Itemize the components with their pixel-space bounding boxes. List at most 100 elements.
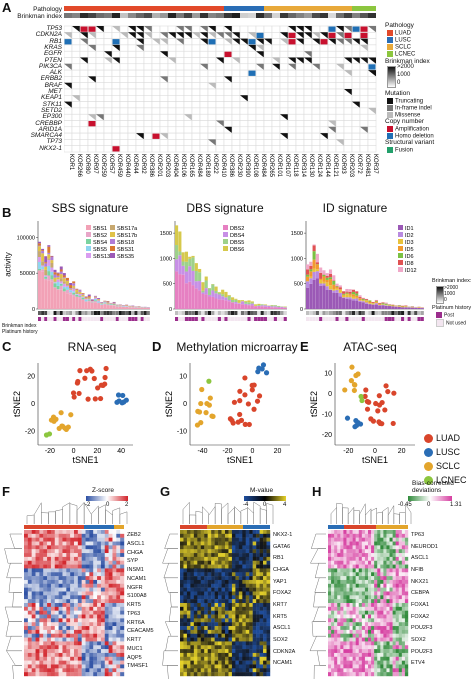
heatmap-cell xyxy=(116,549,121,554)
heatmap-cell xyxy=(358,564,363,569)
stack-segment xyxy=(312,259,316,269)
heatmap-cell xyxy=(392,599,396,604)
platinum-annot xyxy=(387,317,392,321)
oncoprint-cell xyxy=(247,25,257,33)
heatmap-cell xyxy=(58,660,63,665)
brinkman-annot xyxy=(97,311,101,315)
stack-segment xyxy=(335,287,339,289)
heatmap-cell xyxy=(97,583,102,588)
sample-label: KOR107 xyxy=(284,154,290,178)
heatmap-cell xyxy=(186,537,191,542)
oncoprint-cell xyxy=(311,120,321,128)
heatmap-cell xyxy=(231,614,236,619)
heatmap-cell xyxy=(221,545,226,550)
oncoprint-cell xyxy=(271,139,281,146)
stack-segment xyxy=(374,303,378,305)
heatmap-cell xyxy=(252,649,257,654)
heatmap-cell xyxy=(374,610,378,615)
oncoprint-cell xyxy=(215,107,225,115)
tsne-point xyxy=(385,388,391,395)
heatmap-cell xyxy=(235,564,240,569)
heatmap-cell xyxy=(404,553,409,558)
stack-segment xyxy=(270,306,274,308)
heatmap-cell xyxy=(183,610,188,615)
heatmap-cell xyxy=(340,533,344,538)
oncoprint-cell xyxy=(143,95,153,102)
oncoprint-cell xyxy=(231,139,241,146)
heatmap-cell xyxy=(207,622,212,627)
brinkman-annot xyxy=(94,311,97,315)
heatmap-cell xyxy=(62,622,67,627)
gene-label: ARID1A xyxy=(38,125,62,133)
heatmap-cell xyxy=(328,595,332,600)
heatmap-cell xyxy=(349,587,353,592)
heatmap-cell xyxy=(104,649,109,654)
pathology-cell xyxy=(304,6,312,11)
mutation-mark xyxy=(64,101,72,108)
mutation-mark xyxy=(304,51,312,58)
heatmap-cell xyxy=(228,545,233,550)
heatmap-cell xyxy=(256,587,260,592)
heatmap-cell xyxy=(104,530,109,535)
mutation-mark xyxy=(88,114,96,121)
heatmap-cell xyxy=(120,599,125,604)
mutation-mark xyxy=(312,63,320,71)
oncoprint-cell xyxy=(263,63,273,71)
stack-segment xyxy=(78,294,82,297)
heatmap-cell xyxy=(211,626,215,631)
b-brinkman-tick: >2000 xyxy=(444,285,459,291)
heatmap-cell xyxy=(259,660,264,665)
heatmap-cell xyxy=(193,572,198,577)
stack-segment xyxy=(335,288,339,290)
heatmap-cell xyxy=(204,606,208,611)
platinum-annot xyxy=(56,317,60,321)
heatmap-cell xyxy=(386,537,390,542)
oncoprint-cell xyxy=(367,38,377,46)
stack-segment xyxy=(267,307,271,309)
heatmap-cell xyxy=(218,645,222,650)
oncoprint-cell xyxy=(183,50,193,58)
tsne-point xyxy=(364,406,371,412)
heatmap-cell xyxy=(24,579,29,584)
row-dendrogram xyxy=(314,562,326,579)
heatmap-cell xyxy=(89,553,94,558)
stack-segment xyxy=(361,297,365,299)
stack-segment xyxy=(118,306,122,309)
heatmap-cell xyxy=(27,560,32,565)
heatmap-cell xyxy=(214,668,219,673)
heatmap-cell xyxy=(398,537,403,542)
platinum-annot xyxy=(365,317,369,321)
oncoprint-cell xyxy=(239,57,249,65)
heatmap-cell xyxy=(346,537,350,542)
heatmap-cell xyxy=(211,660,215,665)
oncoprint-cell xyxy=(215,113,225,121)
heatmap-cell xyxy=(263,556,267,561)
brinkman-annot xyxy=(315,311,319,315)
heatmap-cell xyxy=(200,637,205,642)
heatmap-cell xyxy=(235,533,240,538)
x-tick-label: 0 xyxy=(251,448,255,455)
oncoprint-cell xyxy=(311,126,321,134)
stack-segment xyxy=(41,251,45,254)
heatmap-cell xyxy=(337,576,341,581)
heatmap-cell xyxy=(97,633,102,638)
heatmap-cell xyxy=(364,549,369,554)
heatmap-cell xyxy=(81,664,86,669)
heatmap-cell xyxy=(116,591,121,596)
oncoprint-cell xyxy=(71,50,81,58)
heatmap-cell xyxy=(218,579,222,584)
heatmap-cell xyxy=(116,618,121,623)
b-platinum-title: Platinum history xyxy=(432,305,472,311)
heatmap-cell xyxy=(245,641,250,646)
heatmap-cell xyxy=(183,660,188,665)
heatmap-cell xyxy=(120,649,125,654)
heatmap-cell xyxy=(74,622,79,627)
oncoprint-cell xyxy=(367,32,377,39)
heatmap-cell xyxy=(401,603,406,608)
brinkman-annot xyxy=(420,311,424,315)
heatmap-cell xyxy=(352,556,356,561)
heatmap-cell xyxy=(368,610,372,615)
heatmap-cell xyxy=(371,541,375,546)
stack-segment xyxy=(394,305,398,307)
oncoprint-cell xyxy=(167,38,177,46)
